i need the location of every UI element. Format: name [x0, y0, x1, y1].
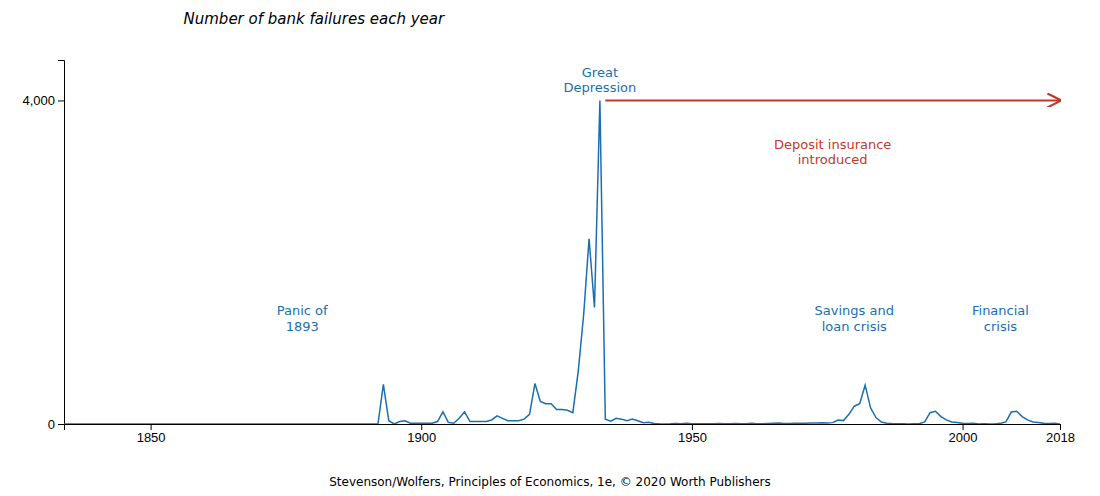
annotation-line: crisis — [984, 319, 1017, 334]
y-tick-mark — [58, 100, 64, 101]
annotation: Deposit insuranceintroduced — [774, 137, 891, 168]
x-tick: 1950 — [678, 424, 707, 445]
annotation-line: Great — [582, 65, 618, 80]
x-tick: 2018 — [1046, 424, 1075, 445]
annotation-line: introduced — [798, 152, 868, 167]
x-tick: 2000 — [949, 424, 978, 445]
x-tick-mark — [1060, 424, 1061, 430]
x-tick-label: 1950 — [678, 430, 707, 445]
marks — [64, 100, 1060, 424]
y-tick-label: 4,000 — [22, 93, 55, 108]
annotation-line: 1893 — [286, 319, 319, 334]
x-tick-label: 2000 — [949, 430, 978, 445]
y-tick: 4,000 — [22, 93, 64, 108]
annotation-line: Savings and — [815, 303, 894, 318]
y-axis-line — [58, 61, 65, 425]
plot: 1850 1900 1950 2000 2018 0 4,000 GreatDepressio… — [22, 61, 1075, 446]
x-axis: 1850 1900 1950 2000 2018 — [65, 424, 1075, 445]
annotation-line: Financial — [972, 303, 1029, 318]
annotation: Savings andloan crisis — [815, 303, 894, 334]
x-tick-label: 1900 — [407, 430, 436, 445]
y-tick: 0 — [48, 417, 64, 432]
y-axis: 0 4,000 — [22, 61, 64, 432]
title: Number of bank failures each year — [184, 10, 445, 28]
y-tick-label: 0 — [48, 417, 55, 432]
y-tick-mark — [58, 424, 64, 425]
annotation-line: loan crisis — [822, 319, 887, 334]
line — [64, 100, 1060, 424]
x-tick-mark — [421, 424, 422, 430]
x-tick: 1850 — [137, 424, 166, 445]
caption: Stevenson/Wolfers, Principles of Economi… — [329, 475, 771, 489]
arrow — [605, 99, 1060, 101]
x-tick-mark — [963, 424, 964, 430]
x-axis-line — [65, 425, 1061, 431]
annotation: GreatDepression — [564, 65, 637, 96]
x-tick-label: 2018 — [1046, 430, 1075, 445]
annotation-line: Depression — [564, 80, 637, 95]
x-tick-mark — [692, 424, 693, 430]
annotation-line: Deposit insurance — [774, 137, 891, 152]
annotations: GreatDepression Panic of1893 Savings andlo… — [277, 65, 1060, 334]
annotation: Financialcrisis — [972, 303, 1029, 334]
x-tick-mark — [151, 424, 152, 430]
annotation-line: Panic of — [277, 303, 328, 318]
chart: 1850 1900 1950 2000 2018 0 4,000 GreatDepressio… — [0, 0, 1100, 496]
annotation: Panic of1893 — [277, 303, 328, 334]
x-tick-label: 1850 — [137, 430, 166, 445]
x-tick: 1900 — [407, 424, 436, 445]
